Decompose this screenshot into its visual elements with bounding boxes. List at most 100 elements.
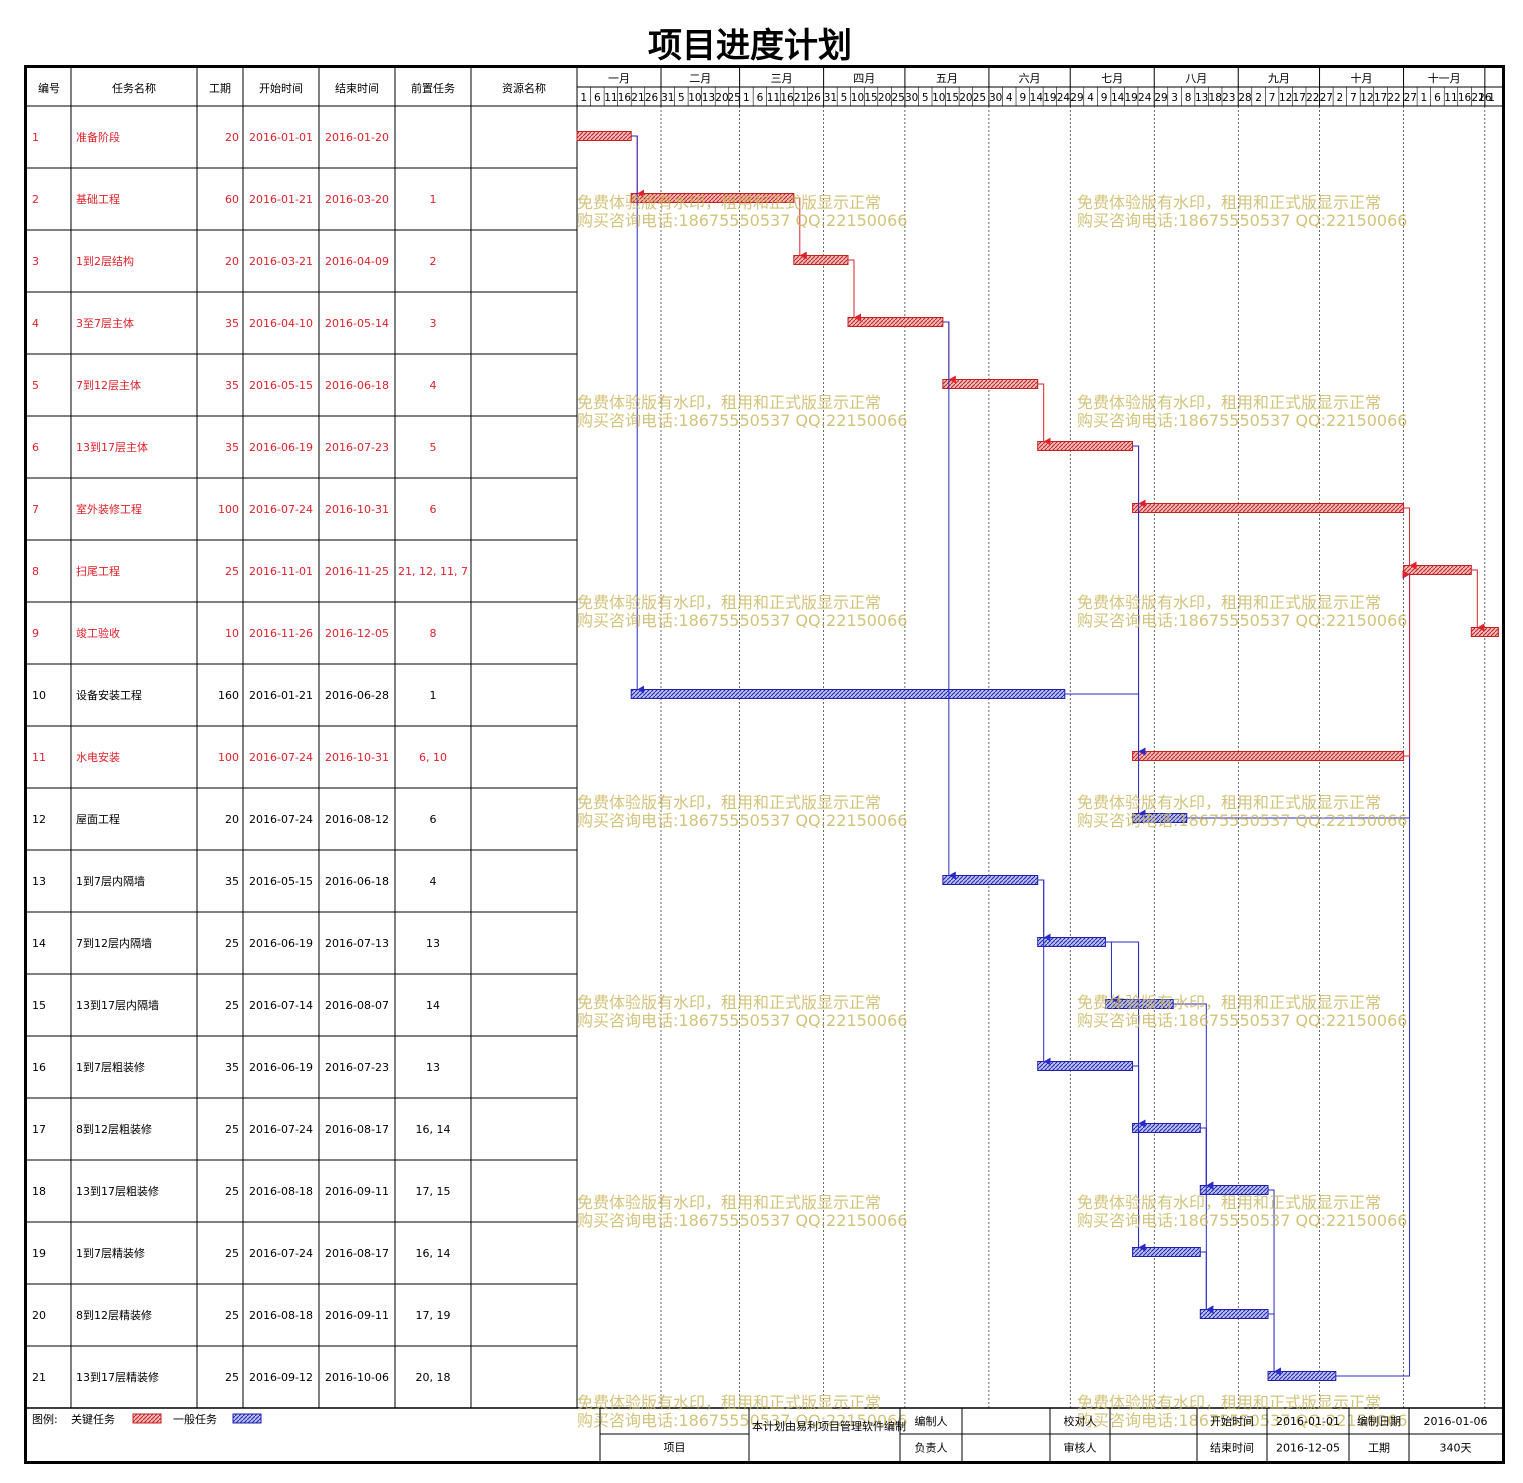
- gantt-bar-8: [1403, 565, 1472, 575]
- task-name: 8到12层精装修: [76, 1308, 152, 1322]
- task-start: 2016-03-21: [249, 255, 313, 268]
- task-id: 8: [32, 565, 39, 578]
- task-name: 3至7层主体: [76, 316, 134, 330]
- dependency-link: [1268, 1313, 1282, 1376]
- month-label-0: 一月: [608, 72, 630, 85]
- task-id: 20: [32, 1309, 46, 1322]
- legend-normal-swatch: [232, 1413, 262, 1424]
- task-start: 2016-11-01: [249, 565, 313, 578]
- month-label-2: 三月: [771, 72, 793, 85]
- task-predecessors: 17, 19: [416, 1309, 451, 1322]
- watermark-line1: 免费体验版有水印，租用和正式版显示正常: [1077, 993, 1381, 1012]
- task-end: 2016-05-14: [325, 317, 389, 330]
- task-start: 2016-05-15: [249, 379, 313, 392]
- page-title: 项目进度计划: [648, 26, 852, 66]
- gantt-bar-6: [1037, 441, 1134, 451]
- gantt-bar-3: [793, 255, 849, 265]
- day-label-6-5: 24: [1138, 92, 1152, 104]
- watermark-line2: 购买咨询电话:18675550537 QQ:22150066: [577, 411, 907, 430]
- column-header-6: 资源名称: [502, 81, 546, 95]
- task-name: 13到17层主体: [76, 440, 148, 454]
- task-end: 2016-06-18: [325, 875, 389, 888]
- day-label-4-3: 15: [946, 92, 959, 104]
- dependency-link: [1132, 1065, 1146, 1128]
- task-end: 2016-04-09: [325, 255, 389, 268]
- day-label-3-0: 31: [824, 92, 837, 104]
- task-id: 17: [32, 1123, 46, 1136]
- task-start: 2016-01-21: [249, 193, 313, 206]
- watermark-line2: 购买咨询电话:18675550537 QQ:22150066: [577, 1011, 907, 1030]
- dependency-link: [1105, 941, 1119, 1004]
- task-predecessors: 16, 14: [416, 1123, 451, 1136]
- task-duration: 60: [225, 193, 239, 206]
- day-label-6-3: 14: [1111, 92, 1125, 104]
- task-id: 7: [32, 503, 39, 516]
- task-duration: 25: [225, 1371, 239, 1384]
- day-label-1-5: 25: [727, 92, 740, 104]
- month-label-8: 九月: [1268, 72, 1290, 85]
- watermark-line1: 免费体验版有水印，租用和正式版显示正常: [1077, 793, 1381, 812]
- day-label-1-4: 20: [715, 92, 728, 104]
- task-duration: 20: [225, 131, 239, 144]
- gantt-bar-1: [576, 131, 632, 141]
- gantt-bar-19: [1132, 1247, 1201, 1257]
- watermark-line1: 免费体验版有水印，租用和正式版显示正常: [577, 1193, 881, 1212]
- task-id: 10: [32, 689, 46, 702]
- day-label-9-4: 17: [1374, 92, 1387, 104]
- task-end: 2016-08-17: [325, 1247, 389, 1260]
- task-start: 2016-08-18: [249, 1309, 313, 1322]
- task-start: 2016-07-24: [249, 503, 313, 516]
- task-predecessors: 14: [426, 999, 440, 1012]
- month-label-9: 十月: [1351, 71, 1373, 85]
- watermark-line2: 购买咨询电话:18675550537 QQ:22150066: [1077, 1411, 1407, 1430]
- task-name: 1到2层结构: [76, 254, 134, 268]
- task-predecessors: 4: [430, 875, 437, 888]
- day-label-10-4: 16: [1458, 92, 1472, 104]
- task-id: 1: [32, 131, 39, 144]
- footer-project-label: 项目: [664, 1441, 686, 1454]
- day-label-10-1: 1: [1421, 92, 1428, 104]
- day-label-3-2: 10: [851, 92, 864, 104]
- task-duration: 100: [218, 503, 239, 516]
- day-label-11-0: 1: [1488, 92, 1495, 104]
- task-duration: 25: [225, 999, 239, 1012]
- day-label-6-4: 19: [1125, 92, 1138, 104]
- day-label-7-3: 13: [1195, 92, 1208, 104]
- dependency-link: [1037, 879, 1051, 942]
- watermark-line2: 购买咨询电话:18675550537 QQ:22150066: [1077, 211, 1407, 230]
- task-duration: 25: [225, 565, 239, 578]
- task-end: 2016-08-17: [325, 1123, 389, 1136]
- day-label-5-5: 24: [1057, 92, 1071, 104]
- task-id: 12: [32, 813, 46, 826]
- task-name: 13到17层精装修: [76, 1370, 159, 1384]
- task-end: 2016-01-20: [325, 131, 389, 144]
- footer-date-value: 2016-01-06: [1424, 1415, 1488, 1428]
- dependency-link: [1132, 445, 1146, 818]
- watermark-line1: 免费体验版有水印，租用和正式版显示正常: [1077, 593, 1381, 612]
- gantt-bar-11: [1132, 751, 1405, 761]
- watermark-line2: 购买咨询电话:18675550537 QQ:22150066: [577, 611, 907, 630]
- day-label-10-0: 27: [1404, 92, 1417, 104]
- task-duration: 25: [225, 1247, 239, 1260]
- task-predecessors: 13: [426, 1061, 440, 1074]
- task-duration: 35: [225, 875, 239, 888]
- watermark-line1: 免费体验版有水印，租用和正式版显示正常: [577, 193, 881, 212]
- task-duration: 25: [225, 1309, 239, 1322]
- footer-owner-label: 负责人: [915, 1441, 948, 1455]
- day-label-8-0: 28: [1238, 92, 1251, 104]
- dependency-link: [1402, 570, 1411, 757]
- task-predecessors: 1: [430, 193, 437, 206]
- dependency-link: [1037, 879, 1051, 1066]
- watermark-line2: 购买咨询电话:18675550537 QQ:22150066: [1077, 611, 1407, 630]
- day-label-2-5: 26: [807, 92, 821, 104]
- task-start: 2016-07-24: [249, 1247, 313, 1260]
- dependency-link: [631, 135, 645, 694]
- day-label-2-3: 16: [780, 92, 794, 104]
- task-id: 3: [32, 255, 39, 268]
- day-label-4-1: 5: [922, 92, 929, 104]
- day-label-8-5: 22: [1306, 92, 1319, 104]
- day-label-1-0: 31: [661, 92, 674, 104]
- day-label-8-3: 12: [1279, 92, 1292, 104]
- task-id: 9: [32, 627, 39, 640]
